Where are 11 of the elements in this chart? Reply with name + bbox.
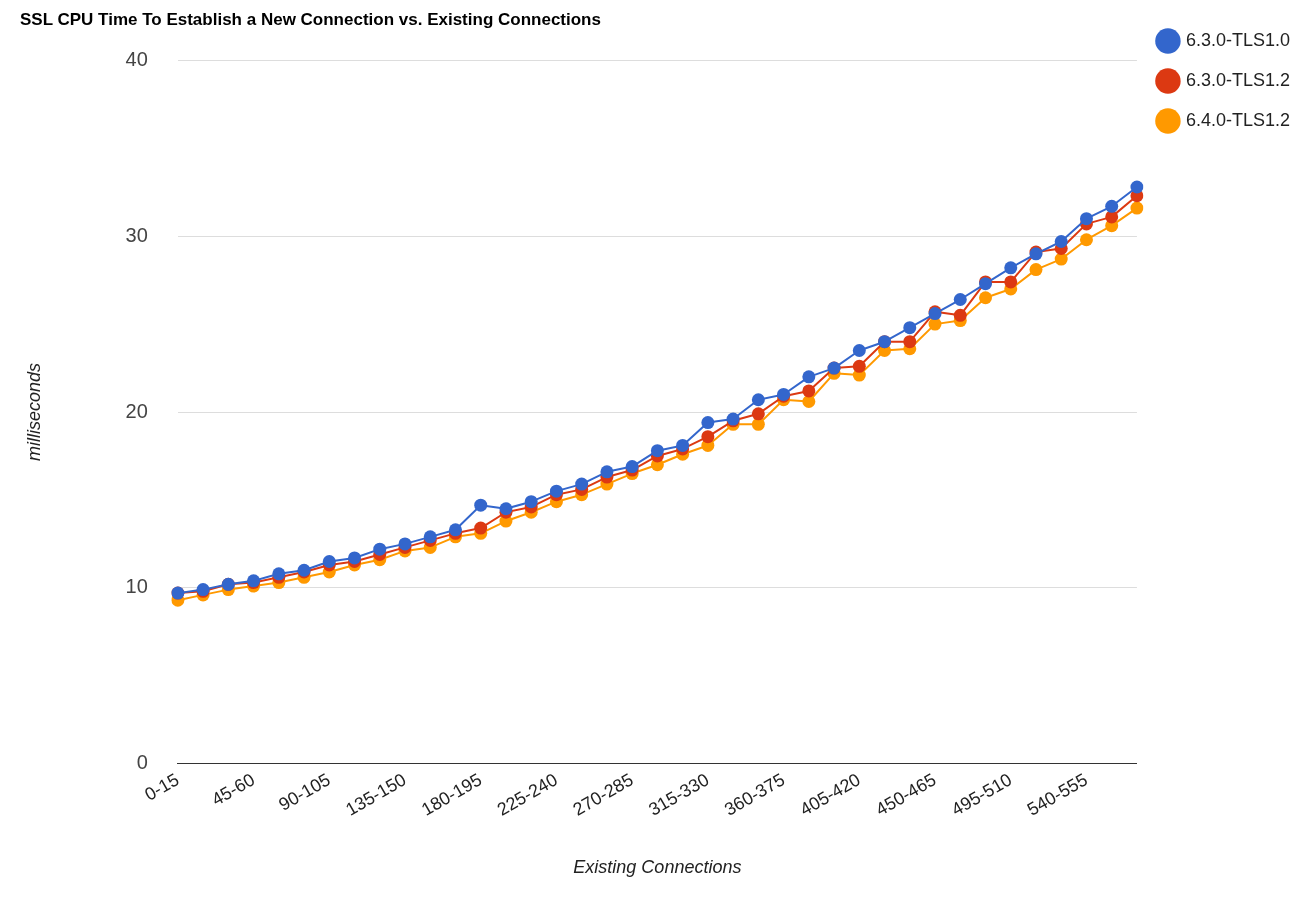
- x-axis-title: Existing Connections: [573, 857, 742, 878]
- x-tick-label: 45-60: [208, 769, 259, 810]
- y-tick-label: 20: [125, 399, 148, 422]
- legend-label: 6.3.0-TLS1.2: [1185, 69, 1290, 90]
- y-tick-label: 30: [125, 223, 148, 246]
- legend-label: 6.4.0-TLS1.2: [1185, 109, 1290, 130]
- chart-title: SSL CPU Time To Establish a New Connection vs. Existing Connections: [20, 9, 601, 29]
- y-axis-title: milliseconds: [23, 363, 44, 462]
- legend-label: 6.3.0-TLS1.0: [1185, 29, 1290, 50]
- y-tick-label: 10: [125, 575, 148, 598]
- y-tick-label: 40: [125, 47, 148, 70]
